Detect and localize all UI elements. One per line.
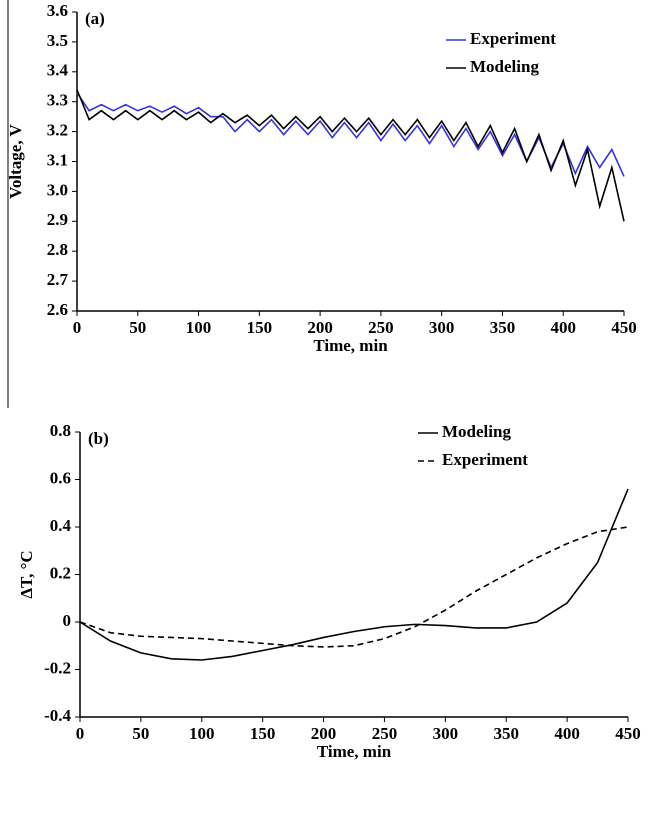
legend-label: Modeling xyxy=(470,57,539,76)
x-tick-label: 450 xyxy=(615,724,641,743)
y-tick-label: 0 xyxy=(63,611,72,630)
x-tick-label: 100 xyxy=(189,724,215,743)
y-tick-label: 0.4 xyxy=(50,516,72,535)
x-axis-label: Time, min xyxy=(313,336,388,355)
y-tick-label: 3.5 xyxy=(47,31,68,50)
x-tick-label: 200 xyxy=(307,318,333,337)
y-tick-label: 0.8 xyxy=(50,421,71,440)
y-tick-label: 3.6 xyxy=(47,1,68,20)
y-tick-label: -0.2 xyxy=(44,658,71,677)
panel-label: (a) xyxy=(85,9,105,28)
y-axis-label: Voltage, V xyxy=(6,123,25,198)
y-tick-label: 0.2 xyxy=(50,563,71,582)
y-axis-label: ΔT, °C xyxy=(17,550,36,598)
series-line xyxy=(76,89,625,222)
y-tick-label: 2.6 xyxy=(47,300,68,319)
x-tick-label: 50 xyxy=(132,724,149,743)
panel-label: (b) xyxy=(88,429,109,448)
legend-label: Modeling xyxy=(442,422,511,441)
legend-label: Experiment xyxy=(442,450,528,469)
x-tick-label: 250 xyxy=(372,724,398,743)
x-tick-label: 0 xyxy=(76,724,85,743)
x-tick-label: 150 xyxy=(247,318,273,337)
y-tick-label: 0.6 xyxy=(50,468,71,487)
x-tick-label: 250 xyxy=(368,318,394,337)
y-tick-label: 3.2 xyxy=(47,121,68,140)
x-tick-label: 50 xyxy=(129,318,146,337)
series-line xyxy=(79,526,629,648)
y-tick-label: 2.7 xyxy=(47,270,69,289)
x-tick-label: 350 xyxy=(493,724,519,743)
x-tick-label: 200 xyxy=(311,724,337,743)
y-tick-label: 3.1 xyxy=(47,150,68,169)
x-tick-label: 400 xyxy=(550,318,576,337)
x-tick-label: 300 xyxy=(429,318,455,337)
x-tick-label: 100 xyxy=(186,318,212,337)
y-tick-label: 2.9 xyxy=(47,210,68,229)
series-line xyxy=(79,488,629,661)
y-tick-label: 3.4 xyxy=(47,61,69,80)
series-line xyxy=(76,92,625,177)
y-tick-label: -0.4 xyxy=(44,706,71,725)
legend-label: Experiment xyxy=(470,29,556,48)
x-tick-label: 0 xyxy=(73,318,82,337)
y-tick-label: 2.8 xyxy=(47,240,68,259)
y-tick-label: 3.3 xyxy=(47,91,68,110)
x-tick-label: 450 xyxy=(611,318,637,337)
y-tick-label: 3.0 xyxy=(47,180,68,199)
x-axis-label: Time, min xyxy=(317,742,392,761)
x-tick-label: 400 xyxy=(554,724,580,743)
x-tick-label: 300 xyxy=(433,724,459,743)
x-tick-label: 350 xyxy=(490,318,516,337)
x-tick-label: 150 xyxy=(250,724,276,743)
